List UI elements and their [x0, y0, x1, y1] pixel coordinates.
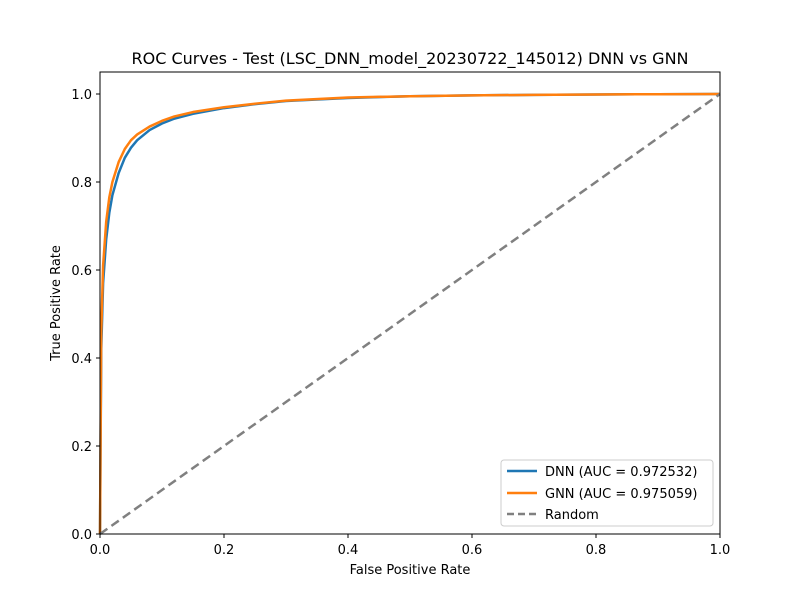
- x-tick-label: 0.0: [90, 543, 111, 558]
- y-tick-label: 0.4: [71, 352, 92, 367]
- legend-label-random: Random: [545, 508, 599, 523]
- x-tick-label: 0.2: [214, 543, 235, 558]
- x-tick-label: 0.4: [338, 543, 359, 558]
- chart-title: ROC Curves - Test (LSC_DNN_model_2023072…: [131, 49, 688, 69]
- y-axis-ticks: 0.0 0.2 0.4 0.6 0.8 1.0: [71, 88, 100, 543]
- y-tick-label: 0.8: [71, 176, 92, 191]
- x-tick-label: 0.6: [462, 543, 483, 558]
- y-axis-label: True Positive Rate: [49, 245, 64, 362]
- series-line-gnn: [98, 92, 721, 535]
- x-tick-label: 1.0: [710, 543, 731, 558]
- legend-box: [500, 459, 714, 527]
- x-tick-label: 0.8: [586, 543, 607, 558]
- plot-area: [98, 71, 721, 536]
- x-axis-label: False Positive Rate: [350, 563, 471, 578]
- axes-frame: [99, 71, 721, 535]
- y-tick-label: 1.0: [71, 88, 92, 103]
- series-line-random: [99, 92, 721, 536]
- y-tick-label: 0.2: [71, 440, 92, 455]
- y-tick-label: 0.0: [71, 528, 92, 543]
- legend: DNN (AUC = 0.972532) GNN (AUC = 0.975059…: [500, 459, 714, 527]
- legend-label-dnn: DNN (AUC = 0.972532): [545, 465, 697, 480]
- legend-label-gnn: GNN (AUC = 0.975059): [545, 487, 697, 502]
- y-tick-label: 0.6: [71, 264, 92, 279]
- series-layer: [98, 92, 721, 536]
- x-axis-ticks: 0.0 0.2 0.4 0.6 0.8 1.0: [90, 534, 731, 558]
